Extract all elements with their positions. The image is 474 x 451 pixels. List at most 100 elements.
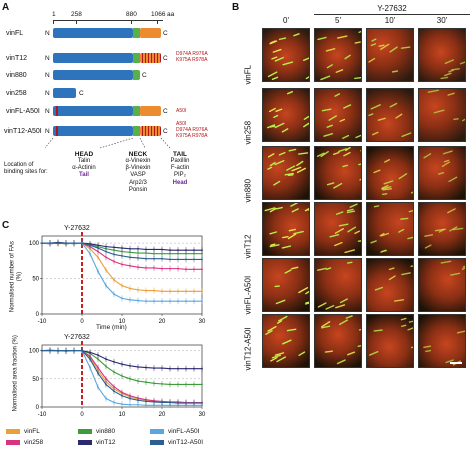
data-point bbox=[145, 404, 147, 407]
data-point bbox=[129, 397, 131, 400]
data-point bbox=[113, 279, 115, 281]
data-point bbox=[97, 270, 99, 273]
data-point bbox=[105, 397, 107, 400]
neck-site: Arp2/3 bbox=[129, 179, 147, 186]
data-point bbox=[153, 257, 155, 260]
data-point bbox=[161, 252, 163, 255]
tail-site: Paxillin bbox=[170, 158, 190, 164]
location-label: Location of binding sites for: bbox=[4, 162, 48, 176]
mutation-label: K975A R978A bbox=[176, 57, 208, 63]
data-point bbox=[201, 258, 203, 261]
mutation-label: A50I bbox=[176, 121, 187, 127]
data-point bbox=[113, 293, 115, 296]
neck-site: Ponsin bbox=[128, 186, 148, 193]
micrograph-vin258-t0 bbox=[262, 88, 310, 142]
neck-site: α-Vinexin bbox=[125, 158, 151, 164]
neck-sites: NECK α-Vinexin β-Vinexin VASP Arp2/3 Pon… bbox=[118, 151, 158, 194]
c-terminus: C bbox=[79, 90, 84, 97]
data-point bbox=[97, 366, 99, 369]
data-point bbox=[97, 386, 99, 389]
mutation-label: D974A R976A bbox=[176, 51, 208, 57]
data-point bbox=[65, 349, 67, 352]
data-point bbox=[161, 290, 163, 293]
data-point bbox=[185, 249, 187, 252]
focal-adhesions bbox=[316, 261, 353, 310]
data-point bbox=[185, 383, 187, 386]
head-title: HEAD bbox=[74, 151, 94, 158]
data-point bbox=[129, 256, 131, 259]
data-point bbox=[201, 290, 203, 293]
focal-adhesions bbox=[373, 159, 413, 195]
micrograph-vint12-a50i-t1 bbox=[314, 314, 362, 368]
tail-title: TAIL bbox=[173, 151, 187, 158]
chart-bottom-title: Y-27632 bbox=[64, 334, 90, 341]
tail-site-highlight: Head bbox=[172, 179, 188, 186]
ruler-mark bbox=[76, 20, 77, 24]
micrograph-vint12-a50i-t3 bbox=[418, 314, 466, 368]
data-point bbox=[185, 268, 187, 271]
data-point bbox=[185, 258, 187, 261]
micrograph-vin880-t1 bbox=[314, 146, 362, 200]
data-point bbox=[105, 250, 107, 253]
legend-label: vin880 bbox=[96, 428, 116, 435]
data-point bbox=[185, 290, 187, 293]
data-point bbox=[113, 390, 115, 393]
y-tick-label: 100 bbox=[29, 241, 40, 247]
data-point bbox=[193, 383, 195, 386]
micrograph-vint12-t0 bbox=[262, 202, 310, 256]
data-point bbox=[97, 354, 99, 357]
ruler-mark bbox=[53, 20, 54, 24]
head-site-highlight: Tail bbox=[79, 172, 89, 179]
focal-adhesions bbox=[440, 59, 465, 80]
data-point bbox=[161, 300, 163, 303]
data-point bbox=[153, 382, 155, 385]
data-point bbox=[201, 249, 203, 252]
head-sites: HEAD Talin α-Actinin Tail bbox=[64, 151, 104, 180]
micrograph-vinfl-t3 bbox=[418, 28, 466, 82]
data-point bbox=[161, 382, 163, 385]
data-point bbox=[105, 284, 107, 287]
panel-c-letter: C bbox=[2, 220, 10, 231]
data-point bbox=[65, 242, 67, 244]
focal-adhesions bbox=[374, 265, 413, 302]
data-point bbox=[97, 358, 99, 360]
x-tick-label: 10 bbox=[119, 412, 126, 418]
data-point bbox=[137, 288, 139, 291]
data-point bbox=[113, 246, 115, 249]
construct-name-vinfl-a50i: vinFL-A50I bbox=[6, 108, 40, 115]
row-label-vin258: vin258 bbox=[243, 120, 253, 145]
tail-site: F-actin bbox=[170, 165, 190, 172]
n-terminus: N bbox=[45, 90, 50, 97]
data-point bbox=[137, 399, 139, 402]
focal-adhesions bbox=[267, 33, 309, 81]
construct-name-vin880: vin880 bbox=[6, 72, 27, 79]
micrograph-vint12-a50i-t2 bbox=[366, 314, 414, 368]
data-point bbox=[169, 249, 171, 252]
micrograph-vin258-t3 bbox=[418, 88, 466, 142]
data-point bbox=[97, 256, 99, 259]
data-point bbox=[113, 385, 115, 388]
construct-name-vin258: vin258 bbox=[6, 90, 27, 97]
data-point bbox=[49, 349, 51, 352]
data-point bbox=[137, 403, 139, 406]
row-label-vint12: vinT12 bbox=[243, 234, 253, 259]
data-point bbox=[105, 365, 107, 368]
data-point bbox=[153, 401, 155, 403]
micrograph-vin258-t2 bbox=[366, 88, 414, 142]
data-point bbox=[137, 366, 139, 368]
data-point bbox=[121, 403, 123, 406]
data-point bbox=[153, 300, 155, 303]
tail-domain-bar-mutated bbox=[140, 53, 161, 63]
data-point bbox=[153, 267, 155, 269]
n-terminus: N bbox=[45, 128, 50, 135]
head-site: Talin bbox=[77, 158, 91, 164]
data-point bbox=[145, 381, 147, 384]
head-site: α-Actinin bbox=[72, 165, 96, 172]
mutation-label: K975A R978A bbox=[176, 133, 208, 139]
data-point bbox=[177, 252, 179, 255]
focal-adhesions bbox=[321, 93, 361, 140]
data-point bbox=[169, 300, 171, 303]
micrograph-vinfl-a50i-t3 bbox=[418, 258, 466, 312]
data-point bbox=[41, 349, 43, 352]
data-point bbox=[169, 252, 171, 255]
